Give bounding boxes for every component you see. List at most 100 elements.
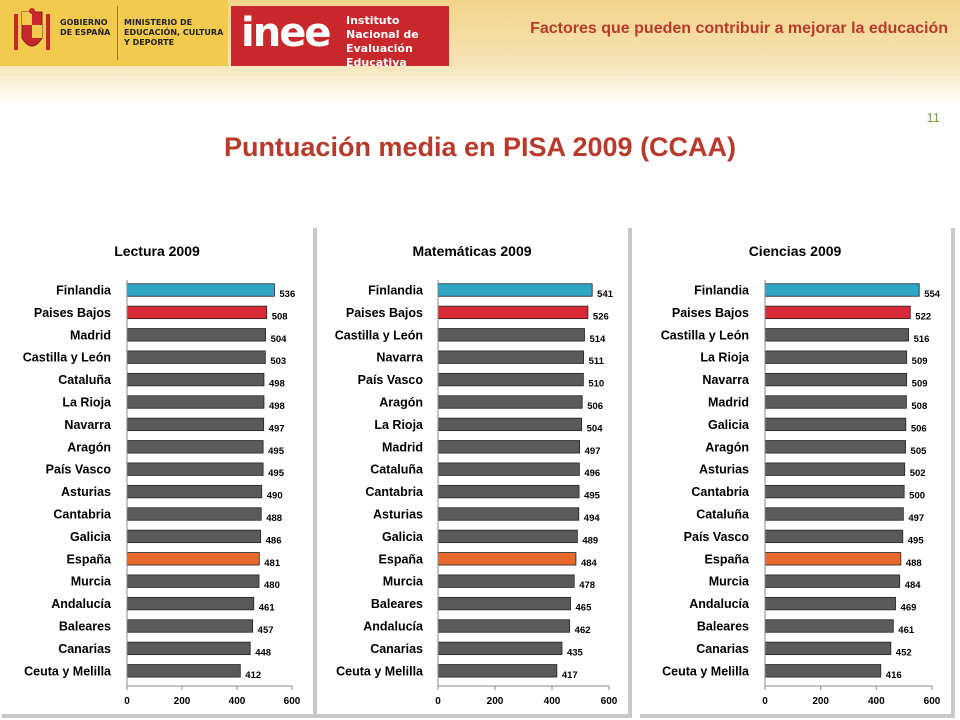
value-label: 486 [266, 535, 282, 546]
value-label: 506 [587, 401, 603, 412]
bar-finlandia [764, 283, 920, 297]
bar-ceuta-y-melilla [126, 664, 241, 678]
category-label: Murcia [709, 575, 750, 589]
bar-canarias [437, 641, 563, 656]
category-label: País Vasco [358, 373, 424, 387]
category-label: Ceuta y Melilla [336, 664, 424, 678]
bar-asturias [437, 507, 580, 521]
value-label: 508 [272, 311, 288, 322]
value-label: 495 [268, 468, 285, 479]
bar-paises-bajos [126, 305, 268, 320]
bar-murcia [126, 574, 260, 588]
category-label: Navarra [376, 351, 424, 365]
matematicas-chart: Matemáticas 2009 Finlandia 541 Paises Bajos… [335, 243, 618, 707]
category-label: País Vasco [46, 463, 112, 477]
bar-cantabria [764, 484, 905, 499]
category-label: Aragón [705, 440, 749, 454]
logo-divider [117, 6, 118, 60]
bar-aragon [126, 440, 264, 454]
value-label: 478 [579, 580, 595, 591]
x-tick-label: 400 [544, 696, 561, 707]
category-label: Galicia [382, 530, 424, 544]
category-label: Baleares [697, 620, 749, 634]
bar-baleares [437, 596, 571, 611]
bar-finlandia [126, 283, 275, 297]
bar-galicia [126, 529, 262, 544]
x-tick-label: 200 [487, 696, 504, 707]
x-tick-label: 200 [174, 696, 191, 707]
inee-label: Instituto Nacional de Evaluación Educati… [346, 14, 419, 69]
gobierno-logo-block: GOBIERNO DE ESPAÑA MINISTERIO DE EDUCACI… [0, 0, 228, 66]
category-label: España [379, 552, 425, 566]
value-label: 509 [912, 379, 928, 390]
category-label: España [705, 552, 751, 566]
category-label: Aragón [67, 440, 111, 454]
category-label: Cantabria [53, 508, 112, 522]
page-number: 11 [926, 110, 941, 125]
bar-finlandia [437, 283, 593, 297]
ministry-label: MINISTERIO DE EDUCACIÓN, CULTURA Y DEPOR… [124, 18, 224, 47]
category-label: Castilla y León [335, 328, 423, 342]
bar-espana [764, 552, 902, 566]
bar-aragon [437, 395, 583, 409]
category-label: Madrid [70, 328, 111, 342]
chart-title: Matemáticas 2009 [412, 243, 531, 259]
value-label: 508 [911, 401, 927, 412]
value-label: 461 [259, 603, 276, 614]
bar-la-rioja [764, 350, 908, 364]
value-label: 522 [915, 311, 931, 322]
bar-madrid [764, 395, 907, 409]
bar-andalucia [437, 619, 571, 633]
category-label: Asturias [61, 485, 111, 499]
category-label: Madrid [382, 440, 423, 454]
value-label: 494 [584, 513, 601, 524]
inee-logo-block: inee Instituto Nacional de Evaluación Ed… [231, 6, 449, 69]
value-label: 541 [597, 289, 614, 300]
category-label: Canarias [696, 642, 749, 656]
value-label: 469 [901, 603, 917, 614]
value-label: 480 [264, 580, 280, 591]
value-label: 496 [584, 468, 600, 479]
bar-murcia [764, 574, 901, 588]
category-label: Paises Bajos [346, 306, 423, 320]
value-label: 510 [588, 379, 604, 390]
value-label: 452 [896, 647, 912, 658]
value-label: 495 [268, 446, 285, 457]
gobierno-label: GOBIERNO DE ESPAÑA [60, 18, 111, 37]
category-label: Cantabria [691, 485, 750, 499]
value-label: 489 [582, 535, 598, 546]
ciencias-chart: Ciencias 2009 Finlandia 554 Paises Bajos 522… [661, 243, 941, 707]
category-label: Baleares [371, 597, 423, 611]
category-label: La Rioja [62, 396, 112, 410]
value-label: 506 [911, 423, 927, 434]
value-label: 416 [886, 670, 902, 681]
section-title: Factores que pueden contribuir a mejorar… [530, 20, 948, 37]
value-label: 465 [576, 603, 593, 614]
bar-aragon [764, 440, 906, 454]
x-tick-label: 0 [435, 696, 441, 707]
bar-navarra [764, 372, 908, 387]
category-label: Asturias [699, 463, 749, 477]
category-label: Finlandia [694, 284, 750, 298]
value-label: 505 [911, 446, 928, 457]
value-label: 435 [567, 647, 584, 658]
bar-asturias [126, 484, 263, 499]
category-label: Finlandia [56, 284, 112, 298]
value-label: 511 [589, 356, 605, 367]
bar-andalucia [764, 596, 896, 611]
bar-castilla-y-leon [437, 328, 585, 342]
value-label: 516 [914, 334, 930, 345]
value-label: 554 [924, 289, 941, 300]
category-label: España [67, 552, 113, 566]
value-label: 481 [264, 558, 281, 569]
bar-cantabria [437, 484, 580, 499]
x-tick-label: 200 [812, 696, 829, 707]
value-label: 497 [269, 423, 285, 434]
chart-panel-matematicas: Matemáticas 2009 Finlandia 541 Paises Bajos… [317, 228, 632, 718]
bar-galicia [437, 529, 578, 544]
x-tick-label: 0 [762, 696, 768, 707]
value-label: 514 [589, 334, 606, 345]
page-title: Puntuación media en PISA 2009 (CCAA) [223, 132, 737, 162]
category-label: Paises Bajos [34, 306, 111, 320]
category-label: Cataluña [58, 373, 112, 387]
